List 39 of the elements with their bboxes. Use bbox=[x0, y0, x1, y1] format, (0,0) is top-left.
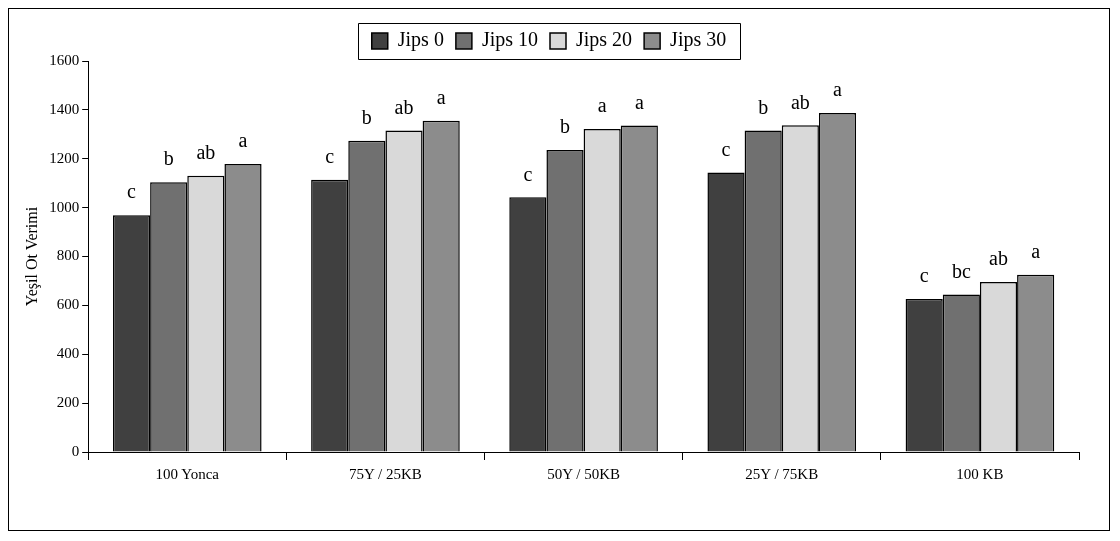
y-axis-title: Yeşil Ot Verimi bbox=[22, 206, 41, 307]
y-tick-label: 1000 bbox=[49, 198, 80, 215]
data-label: ab bbox=[394, 95, 414, 118]
y-tick-label: 800 bbox=[56, 247, 80, 264]
data-label: c bbox=[325, 145, 335, 168]
data-label: c bbox=[919, 264, 929, 287]
legend-label: Jips 20 bbox=[576, 28, 633, 52]
data-label: a bbox=[436, 85, 446, 108]
data-label: c bbox=[721, 137, 731, 160]
data-label: b bbox=[361, 105, 372, 128]
data-label: a bbox=[597, 94, 607, 117]
legend-label: Jips 30 bbox=[670, 28, 727, 52]
y-tick-label: 0 bbox=[71, 442, 80, 459]
data-label: b bbox=[758, 95, 769, 118]
y-tick-label: 1600 bbox=[49, 51, 80, 68]
legend-label: Jips 10 bbox=[481, 28, 538, 52]
y-tick-label: 600 bbox=[56, 296, 80, 313]
data-label: a bbox=[238, 129, 248, 152]
y-tick-label: 200 bbox=[56, 394, 80, 411]
x-tick-label: 25Y / 75KB bbox=[745, 465, 819, 482]
x-tick-label: 100 KB bbox=[956, 465, 1004, 482]
data-label: b bbox=[163, 147, 174, 170]
x-tick-label: 50Y / 50KB bbox=[547, 465, 620, 482]
legend-label: Jips 0 bbox=[397, 28, 444, 52]
data-label: bc bbox=[951, 259, 971, 282]
data-label: c bbox=[523, 162, 533, 185]
data-label: ab bbox=[790, 90, 810, 113]
y-tick-label: 400 bbox=[56, 345, 80, 362]
data-label: a bbox=[1031, 240, 1041, 263]
x-tick-label: 75Y / 25KB bbox=[349, 465, 422, 482]
y-tick-label: 1200 bbox=[49, 149, 80, 166]
data-label: a bbox=[634, 90, 644, 113]
data-label: b bbox=[560, 115, 571, 138]
data-label: ab bbox=[196, 141, 216, 164]
data-label: a bbox=[833, 78, 843, 101]
data-label: ab bbox=[989, 247, 1008, 270]
data-label: c bbox=[127, 180, 137, 203]
y-tick-label: 1400 bbox=[49, 100, 80, 117]
x-tick-label: 100 Yonca bbox=[155, 465, 220, 482]
